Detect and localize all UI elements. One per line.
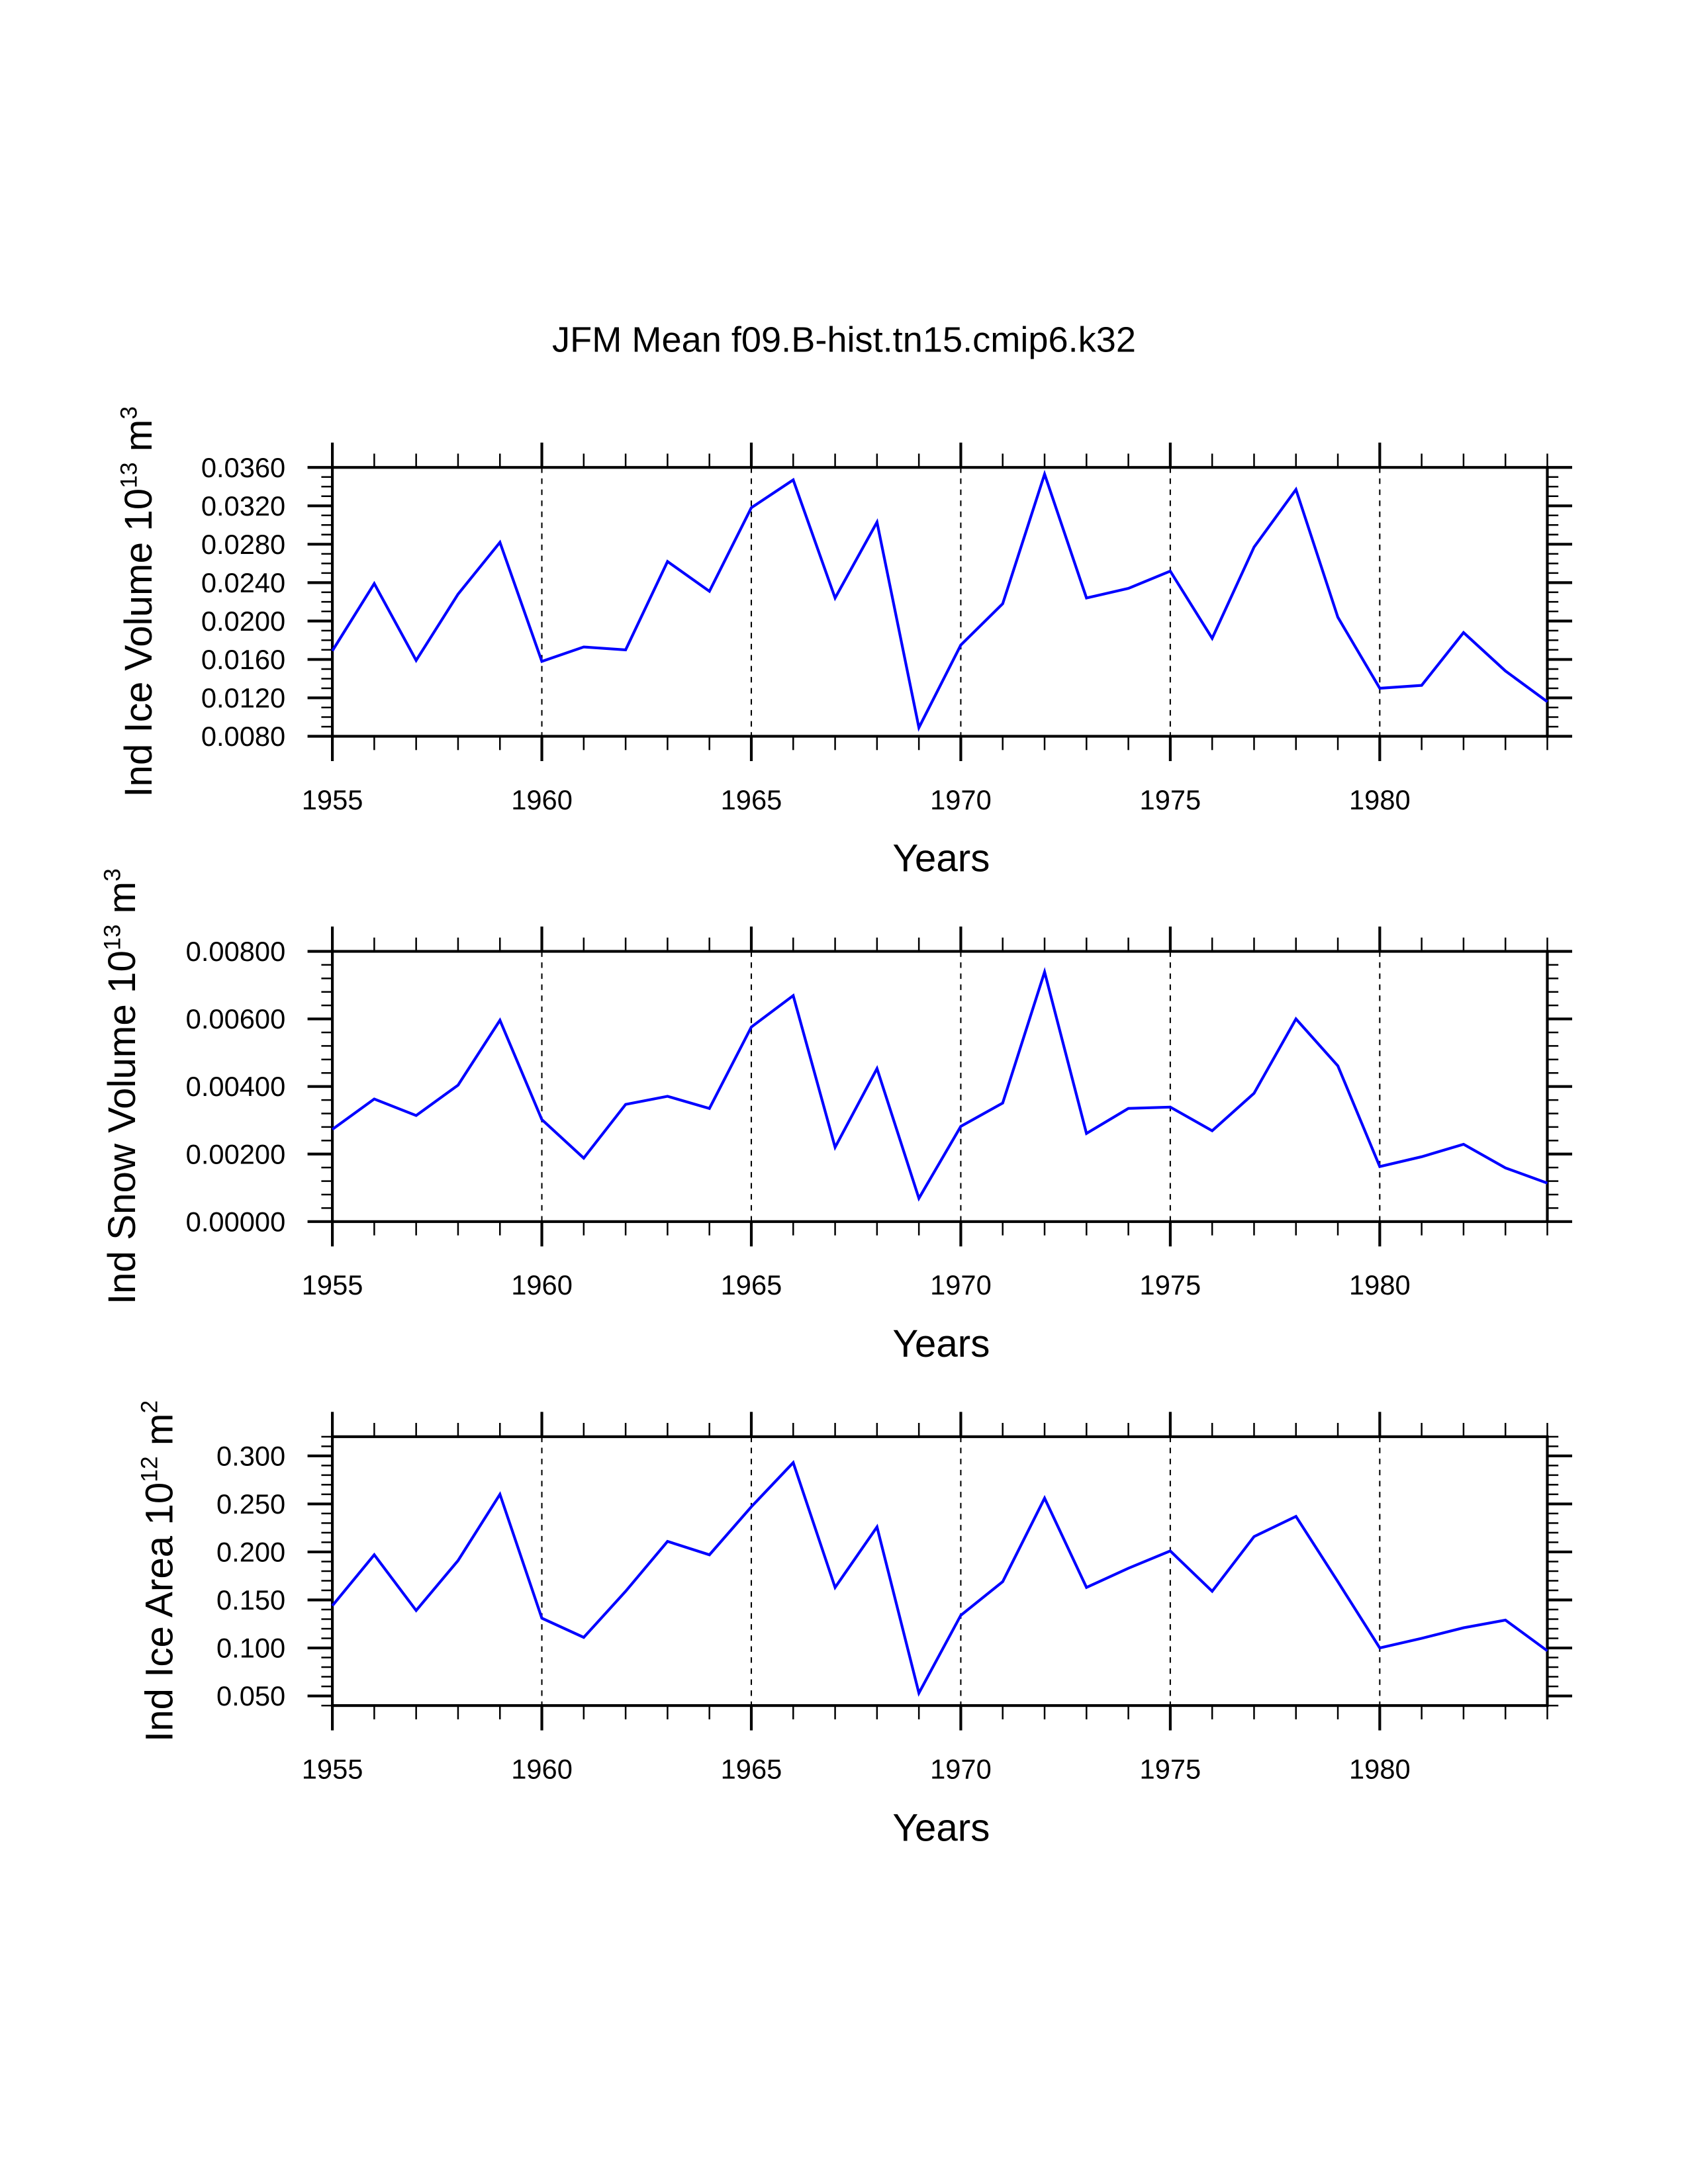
y-tick-label: 0.0320 (201, 490, 285, 522)
x-tick-label: 1965 (721, 1754, 782, 1785)
series-line (331, 469, 1548, 732)
y-tick-label: 0.00400 (186, 1071, 286, 1102)
y-tick-label: 0.0240 (201, 567, 285, 598)
y-tick-label: 0.100 (216, 1633, 285, 1664)
y-tick-label: 0.0080 (201, 721, 285, 752)
y-tick-label: 0.00200 (186, 1138, 286, 1169)
y-tick-label: 0.0200 (201, 606, 285, 637)
x-tick-label: 1980 (1349, 1269, 1411, 1300)
x-tick-label: 1965 (721, 784, 782, 815)
x-axis-label: Years (892, 837, 990, 880)
x-tick-label: 1960 (511, 1269, 573, 1300)
x-tick-label: 1960 (511, 1754, 573, 1785)
y-axis-label-exponent: 13 (99, 925, 125, 950)
y-tick-label: 0.00000 (186, 1206, 286, 1237)
y-axis-label-text: m (138, 1414, 181, 1457)
x-tick-label: 1975 (1140, 1754, 1201, 1785)
x-tick-label: 1970 (930, 1269, 992, 1300)
y-axis-label-exponent: 3 (99, 868, 125, 882)
chart-title: JFM Mean f09.B-hist.tn15.cmip6.k32 (552, 320, 1136, 359)
x-tick-label: 1980 (1349, 784, 1411, 815)
x-tick-label: 1955 (302, 1754, 363, 1785)
series-line (331, 967, 1548, 1202)
y-axis-label-text: m (101, 882, 144, 925)
x-tick-label: 1980 (1349, 1754, 1411, 1785)
x-tick-label: 1970 (930, 784, 992, 815)
y-tick-label: 0.00600 (186, 1003, 286, 1034)
plot-frame (331, 950, 1549, 1223)
y-tick-label: 0.0280 (201, 529, 285, 560)
y-axis-label-exponent: 2 (136, 1400, 163, 1414)
y-tick-label: 0.250 (216, 1488, 285, 1520)
panel-1: 1955 1960 1965 1970 1975 1980 0.0080 0.0120 0.01… (115, 406, 1572, 880)
y-axis-label-text: Ind Ice Area 10 (138, 1482, 181, 1742)
y-axis-label-exponent: 13 (115, 462, 142, 488)
panel-2: 1955 1960 1965 1970 1975 1980 0.00000 0.00200 0.… (99, 868, 1572, 1365)
x-tick-label: 1975 (1140, 784, 1201, 815)
x-tick-label: 1975 (1140, 1269, 1201, 1300)
y-tick-label: 0.200 (216, 1537, 285, 1568)
x-tick-label: 1955 (302, 1269, 363, 1300)
y-axis-label-text: Ind Snow Volume 10 (101, 950, 144, 1304)
y-tick-label: 0.0120 (201, 682, 285, 713)
x-tick-label: 1955 (302, 784, 363, 815)
x-axis-label: Years (892, 1806, 990, 1849)
series-line (331, 1460, 1548, 1697)
y-tick-label: 0.00800 (186, 936, 286, 967)
plot-frame (331, 1435, 1549, 1707)
x-tick-label: 1965 (721, 1269, 782, 1300)
y-axis-label: Ind Ice Volume 1013 m3 (115, 406, 160, 797)
y-axis-label: Ind Ice Area 1012 m2 (136, 1400, 181, 1742)
y-tick-label: 0.150 (216, 1584, 285, 1615)
y-axis-label: Ind Snow Volume 1013 m3 (99, 868, 144, 1304)
y-tick-label: 0.300 (216, 1440, 285, 1471)
y-axis-label-text: m (117, 420, 160, 463)
y-axis-label-exponent: 3 (115, 406, 142, 420)
plot-frame (331, 466, 1549, 738)
y-tick-label: 0.050 (216, 1680, 285, 1711)
y-tick-label: 0.0160 (201, 644, 285, 675)
y-axis-label-exponent: 12 (136, 1456, 163, 1482)
y-axis-label-text: Ind Ice Volume 10 (117, 488, 160, 797)
panel-3: 1955 1960 1965 1970 1975 1980 0.050 0.100 0.150 0… (136, 1400, 1572, 1849)
x-axis-label: Years (892, 1322, 990, 1365)
x-tick-label: 1970 (930, 1754, 992, 1785)
y-tick-label: 0.0360 (201, 452, 285, 483)
x-tick-label: 1960 (511, 784, 573, 815)
